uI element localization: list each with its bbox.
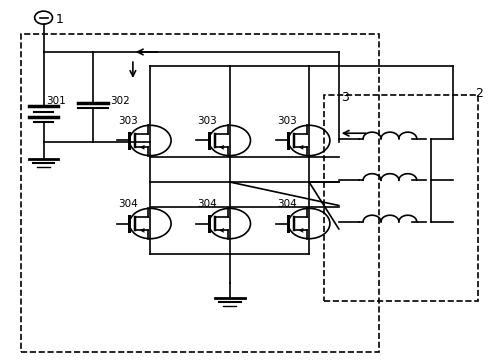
Bar	[324, 95, 478, 301]
Text: 303: 303	[118, 116, 138, 126]
Bar	[21, 34, 379, 352]
Text: 302: 302	[111, 96, 130, 106]
Text: 3: 3	[341, 91, 349, 104]
Text: 301: 301	[46, 96, 66, 106]
Text: 304: 304	[118, 199, 138, 209]
Text: 2: 2	[475, 87, 483, 100]
Text: 1: 1	[56, 13, 64, 26]
Text: 303: 303	[198, 116, 217, 126]
Text: 303: 303	[277, 116, 296, 126]
Text: 304: 304	[277, 199, 296, 209]
Text: 304: 304	[198, 199, 217, 209]
